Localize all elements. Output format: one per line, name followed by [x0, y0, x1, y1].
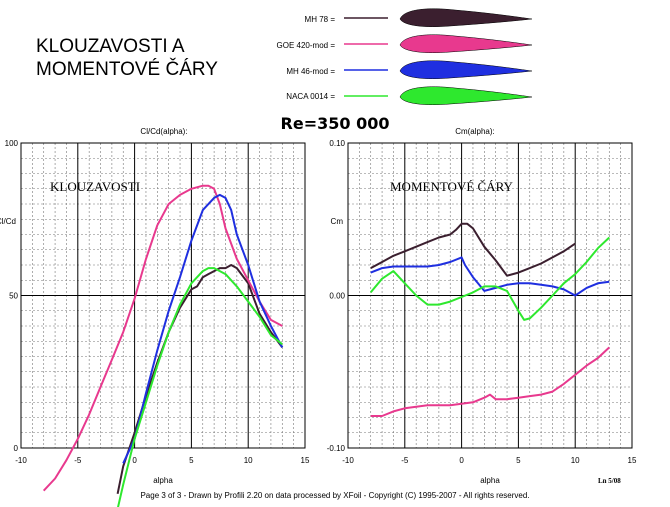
- legend-label-naca0014: NACA 0014 =: [286, 92, 335, 101]
- version-stamp: Ln 5/08: [598, 477, 621, 485]
- y-axis-label: Cm: [331, 217, 344, 226]
- moment-chart: -10 -5 0 5 10 15 -0.10 0.00 0.10 alpha Cm MOMENTOVÉ…: [327, 139, 637, 485]
- x-tick-label: 5: [516, 456, 521, 465]
- x-axis-label: alpha: [480, 476, 500, 485]
- x-tick-label: 10: [571, 456, 580, 465]
- glide-ratio-chart: -10 -5 0 5 10 15 0 50 100 alpha Cl/Cd KLOUZAVOSTI: [0, 139, 310, 507]
- legend-label-goe420: GOE 420-mod =: [276, 41, 335, 50]
- series-line-mh-78: [116, 264, 284, 494]
- series-line-goe-420-mod: [42, 184, 283, 492]
- y-axis-label: Cl/Cd: [0, 217, 16, 226]
- x-tick-label: -10: [15, 456, 27, 465]
- series-line-mh-46-mod: [122, 193, 284, 464]
- y-tick-label: 0.00: [329, 292, 345, 301]
- x-tick-label: -5: [401, 456, 409, 465]
- series-line-naca-0014: [117, 267, 283, 507]
- legend-label-mh46: MH 46-mod =: [286, 67, 335, 76]
- x-tick-label: -5: [74, 456, 82, 465]
- y-tick-label: 50: [9, 292, 18, 301]
- x-tick-label: 15: [628, 456, 637, 465]
- legend-label-mh78: MH 78 =: [304, 15, 335, 24]
- x-tick-label: 0: [459, 456, 464, 465]
- y-tick-label: 0.10: [329, 139, 345, 148]
- plot-frame: [347, 142, 633, 449]
- footer-credits: Page 3 of 3 - Drawn by Profili 2.20 on d…: [140, 491, 530, 500]
- left-panel-title: Cl/Cd(alpha):: [140, 127, 188, 136]
- panel-annotation: KLOUZAVOSTI: [50, 179, 140, 194]
- series-line-mh-46-mod: [370, 256, 610, 297]
- x-tick-label: 5: [189, 456, 194, 465]
- reynolds-subtitle: Re=350 000: [280, 114, 390, 133]
- x-tick-label: 15: [301, 456, 310, 465]
- right-panel-title: Cm(alpha):: [455, 127, 495, 136]
- x-tick-label: 10: [244, 456, 253, 465]
- y-tick-label: 100: [5, 139, 19, 148]
- airfoil-mh78-icon: [399, 8, 533, 27]
- series-line-naca-0014: [369, 236, 610, 321]
- plot-frame: [20, 142, 306, 449]
- panel-annotation: MOMENTOVÉ ČÁRY: [390, 179, 514, 194]
- x-tick-label: -10: [342, 456, 354, 465]
- y-tick-label: -0.10: [327, 444, 346, 453]
- legend-swatches: [344, 8, 533, 105]
- series-line-goe-420-mod: [370, 346, 610, 417]
- x-tick-label: 0: [132, 456, 137, 465]
- airfoil-naca0014-icon: [399, 86, 533, 105]
- series-line-mh-78: [370, 222, 576, 277]
- airfoil-mh46-icon: [399, 60, 533, 79]
- y-tick-label: 0: [14, 444, 19, 453]
- x-axis-label: alpha: [153, 476, 173, 485]
- airfoil-goe420-icon: [399, 34, 533, 53]
- chart-title: KLOUZAVOSTI A MOMENTOVÉ ČÁRY: [36, 36, 218, 80]
